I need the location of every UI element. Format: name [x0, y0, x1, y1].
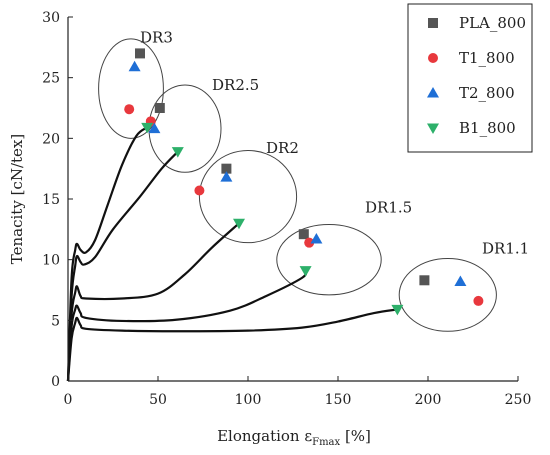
draw-ratio-label: DR1.1: [482, 240, 529, 258]
y-tick-label: 15: [42, 192, 60, 208]
stress-strain-curve: [66, 222, 240, 382]
annotations-layer: DR3 DR2.5 DR2 DR1.5 DR1.1: [140, 28, 529, 257]
data-point: [391, 304, 404, 316]
legend-label: PLA_800: [459, 14, 526, 32]
x-tick-label: 200: [415, 392, 442, 408]
data-point: [148, 122, 161, 134]
y-tick-label: 20: [42, 131, 60, 147]
data-point: [124, 104, 135, 115]
data-point: [154, 103, 165, 113]
x-tick-label: 150: [325, 392, 352, 408]
curves-layer: [66, 126, 398, 382]
data-point: [454, 275, 467, 287]
stress-strain-curve: [66, 126, 148, 382]
data-point: [128, 60, 141, 72]
data-point: [310, 233, 323, 244]
group-ellipse: [148, 84, 222, 173]
data-point: [419, 275, 430, 286]
legend-marker: [428, 53, 438, 63]
y-tick-label: 30: [42, 10, 60, 26]
data-point: [299, 266, 312, 277]
y-tick-label: 10: [42, 253, 60, 269]
ticks-layer: 0 50 100 150 200 250 0 5 10 15 20 25 30: [42, 10, 531, 408]
draw-ratio-label: DR2: [266, 139, 299, 157]
legend-label: B1_800: [459, 119, 516, 137]
ellipses-layer: [98, 38, 497, 332]
data-point: [220, 171, 233, 182]
draw-ratio-label: DR2.5: [212, 76, 259, 94]
group-ellipse: [398, 257, 497, 332]
group-ellipse: [98, 38, 164, 139]
group-ellipse: [276, 223, 382, 296]
stress-strain-curve: [66, 270, 308, 382]
legend-marker: [427, 87, 439, 98]
legend-box: [407, 3, 533, 153]
data-point: [221, 163, 232, 174]
draw-ratio-label: DR3: [140, 28, 173, 46]
legend-label: T2_800: [459, 84, 515, 102]
data-point: [298, 229, 309, 240]
data-point: [141, 122, 154, 134]
legend: PLA_800 T1_800 T2_800 B1_800: [407, 3, 533, 153]
data-point: [473, 295, 484, 306]
x-tick-label: 50: [149, 392, 167, 408]
x-tick-label: 100: [235, 392, 262, 408]
stress-strain-curve: [66, 308, 398, 382]
legend-label: T1_800: [459, 49, 515, 67]
x-axis-label: Elongation εFmax [%]: [217, 427, 371, 448]
y-axis-label: Tenacity [cN/tex]: [8, 134, 26, 264]
draw-ratio-label: DR1.5: [365, 198, 412, 216]
data-point: [135, 48, 145, 59]
x-tick-label: 0: [64, 392, 73, 408]
legend-marker: [428, 18, 438, 28]
legend-marker: [427, 123, 439, 134]
data-point: [194, 185, 205, 196]
y-tick-label: 0: [51, 374, 60, 390]
data-point: [233, 218, 245, 230]
group-ellipse: [198, 149, 298, 244]
data-point: [304, 237, 315, 248]
stress-strain-curve: [66, 150, 179, 382]
data-point: [171, 147, 184, 158]
legend-items: PLA_800 T1_800 T2_800 B1_800: [427, 14, 526, 137]
y-tick-label: 5: [51, 313, 60, 329]
y-tick-label: 25: [42, 71, 60, 87]
points-layer: [124, 48, 484, 316]
x-tick-label: 250: [505, 392, 532, 408]
